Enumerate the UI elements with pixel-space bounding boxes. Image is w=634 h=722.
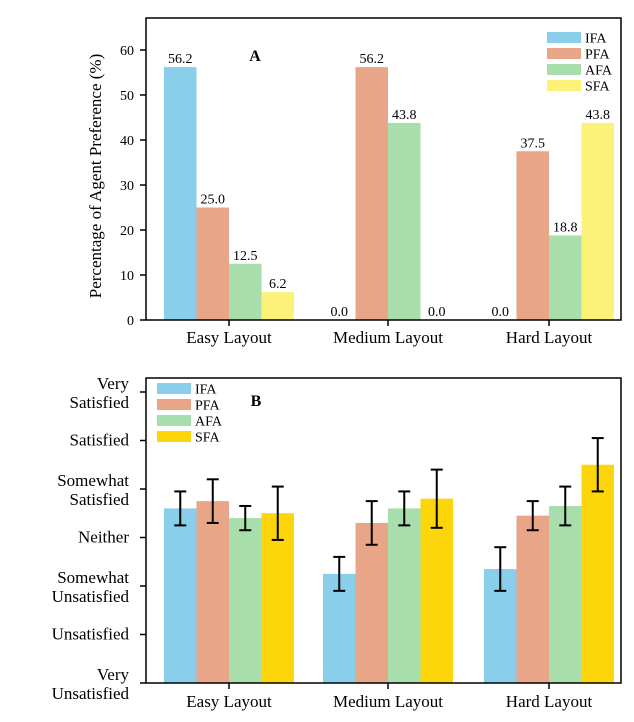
a-ytick-label-20: 20 xyxy=(120,224,134,239)
panel-a-y-ticks: 0 10 20 30 40 50 60 xyxy=(120,44,146,329)
a-legend-swatch-pfa xyxy=(547,48,581,59)
b-xtick-label-easy-layout: Easy Layout xyxy=(186,692,272,711)
a-legend-swatch-afa xyxy=(547,64,581,75)
a-legend-label-afa: AFA xyxy=(585,64,613,79)
panel-b-error-bars xyxy=(174,437,604,592)
b-ytick-label-very-satisfied: Very Satisfied xyxy=(70,374,130,412)
bar-a-afa-medium-layout-label: 43.8 xyxy=(392,108,417,123)
a-legend-label-ifa: IFA xyxy=(585,32,607,47)
b-legend-swatch-sfa xyxy=(157,431,191,442)
b-ytick-line: Satisfied xyxy=(70,490,130,509)
b-ytick-line: Unsatisfied xyxy=(52,587,130,606)
a-xtick-label-easy-layout: Easy Layout xyxy=(186,328,272,347)
b-xtick-label-medium-layout: Medium Layout xyxy=(333,692,443,711)
bar-a-pfa-medium-layout xyxy=(355,67,388,320)
bar-b-pfa-easy-layout xyxy=(196,501,229,683)
b-ytick-line: Unsatisfied xyxy=(52,684,130,703)
a-legend-label-pfa: PFA xyxy=(585,48,611,63)
bar-b-sfa-hard-layout xyxy=(581,464,614,683)
b-ytick-label-somewhat-satisfied: Somewhat Satisfied xyxy=(57,471,129,509)
panel-a-bars xyxy=(164,67,614,321)
bar-a-ifa-medium-layout-label: 0.0 xyxy=(331,305,349,320)
panel-a-ylabel: Percentage of Agent Preference (%) xyxy=(86,54,105,298)
b-legend-label-afa: AFA xyxy=(195,415,223,430)
bar-a-ifa-easy-layout-label: 56.2 xyxy=(168,52,193,67)
panel-b-label: B xyxy=(251,393,262,410)
bar-b-afa-medium-layout xyxy=(388,508,421,683)
bar-a-ifa-easy-layout xyxy=(164,67,197,320)
panel-a-label: A xyxy=(249,48,261,65)
a-ytick-label-30: 30 xyxy=(120,179,134,194)
bar-a-afa-medium-layout xyxy=(388,122,421,321)
bar-a-sfa-hard-layout-label: 43.8 xyxy=(586,108,611,123)
b-ytick-line: Unsatisfied xyxy=(52,625,130,644)
a-legend-swatch-sfa xyxy=(547,80,581,91)
panel-b-bars xyxy=(164,464,614,683)
bar-a-afa-hard-layout-label: 18.8 xyxy=(553,220,578,235)
panel-a-value-labels: 56.2 0.0 0.0 25.0 56.2 37.5 12.5 43.8 18.8 6.2 0.0… xyxy=(168,52,610,320)
bar-b-afa-hard-layout xyxy=(549,505,582,683)
bar-b-sfa-medium-layout xyxy=(420,498,453,683)
a-ytick-label-0: 0 xyxy=(127,314,134,329)
bar-a-ifa-hard-layout-label: 0.0 xyxy=(492,305,510,320)
a-legend-label-sfa: SFA xyxy=(585,80,611,95)
panel-a: Percentage of Agent Preference (%) 56.2 0… xyxy=(86,17,622,347)
bar-b-sfa-easy-layout xyxy=(261,513,294,683)
a-xtick-label-medium-layout: Medium Layout xyxy=(333,328,443,347)
bar-a-pfa-easy-layout xyxy=(196,207,229,320)
b-ytick-line: Satisfied xyxy=(70,393,130,412)
panel-a-x-ticks: Easy Layout Medium Layout Hard Layout xyxy=(186,320,592,347)
bar-a-sfa-hard-layout xyxy=(581,122,614,321)
a-ytick-label-10: 10 xyxy=(120,269,134,284)
b-legend-swatch-ifa xyxy=(157,383,191,394)
b-ytick-line: Neither xyxy=(78,528,129,547)
b-legend-label-sfa: SFA xyxy=(195,431,221,446)
bar-b-pfa-hard-layout xyxy=(516,515,549,683)
bar-a-pfa-hard-layout xyxy=(516,151,549,320)
a-ytick-label-50: 50 xyxy=(120,89,134,104)
bar-a-pfa-medium-layout-label: 56.2 xyxy=(360,52,385,67)
b-ytick-label-unsatisfied: Unsatisfied xyxy=(52,625,130,644)
b-legend-label-pfa: PFA xyxy=(195,399,221,414)
b-xtick-label-hard-layout: Hard Layout xyxy=(506,692,593,711)
bar-a-pfa-easy-layout-label: 25.0 xyxy=(201,193,226,208)
bar-b-ifa-medium-layout xyxy=(323,573,356,683)
b-ytick-label-neither: Neither xyxy=(78,528,129,547)
bar-a-sfa-easy-layout-label: 6.2 xyxy=(269,277,287,292)
panel-a-plot-frame xyxy=(145,17,622,321)
a-ytick-label-60: 60 xyxy=(120,44,134,59)
bar-a-afa-easy-layout-label: 12.5 xyxy=(233,249,258,264)
bar-b-ifa-easy-layout xyxy=(164,508,197,683)
b-ytick-label-somewhat-unsatisfied: Somewhat Unsatisfied xyxy=(52,568,130,606)
b-legend-swatch-pfa xyxy=(157,399,191,410)
b-legend-label-ifa: IFA xyxy=(195,383,217,398)
b-ytick-line: Very xyxy=(97,665,130,684)
bar-a-sfa-easy-layout xyxy=(261,292,294,320)
a-xtick-label-hard-layout: Hard Layout xyxy=(506,328,593,347)
bar-a-sfa-medium-layout-label: 0.0 xyxy=(428,305,446,320)
b-ytick-line: Somewhat xyxy=(57,471,129,490)
bar-a-afa-hard-layout xyxy=(549,235,582,320)
b-ytick-label-very-unsatisfied: Very Unsatisfied xyxy=(52,665,130,703)
b-ytick-line: Very xyxy=(97,374,130,393)
panel-b-plot-frame xyxy=(145,377,622,684)
b-ytick-line: Satisfied xyxy=(70,431,130,450)
a-legend-swatch-ifa xyxy=(547,32,581,43)
bar-b-pfa-medium-layout xyxy=(355,522,388,683)
a-ytick-label-40: 40 xyxy=(120,134,134,149)
b-ytick-line: Somewhat xyxy=(57,568,129,587)
bar-b-afa-easy-layout xyxy=(229,518,262,683)
bar-a-pfa-hard-layout-label: 37.5 xyxy=(521,136,546,151)
b-legend-swatch-afa xyxy=(157,415,191,426)
panel-b-x-ticks: Easy Layout Medium Layout Hard Layout xyxy=(186,683,592,711)
bar-a-afa-easy-layout xyxy=(229,263,262,320)
b-ytick-label-satisfied: Satisfied xyxy=(70,431,130,450)
